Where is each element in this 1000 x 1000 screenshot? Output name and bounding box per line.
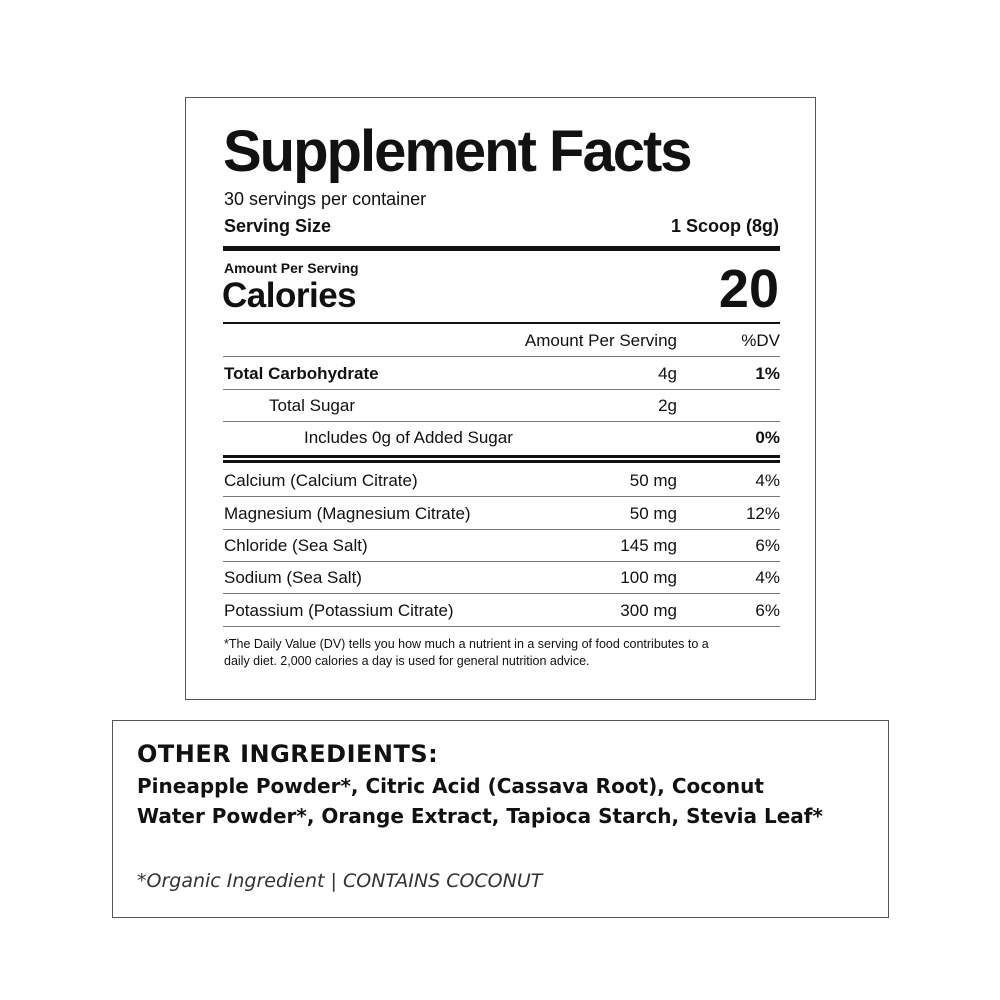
footnote: *The Daily Value (DV) tells you how much… — [224, 636, 709, 670]
nutrient-amount: 100 mg — [620, 568, 677, 587]
nutrient-dv: 1% — [755, 364, 780, 383]
nutrient-row: Total Carbohydrate 4g 1% — [223, 358, 780, 390]
nutrient-dv: 0% — [755, 428, 780, 447]
column-dv: %DV — [741, 331, 780, 350]
servings-per-container: 30 servings per container — [224, 189, 427, 209]
divider — [223, 496, 780, 497]
nutrient-amount: 4g — [658, 364, 677, 383]
nutrient-amount: 145 mg — [620, 536, 677, 555]
nutrient-row: Total Sugar 2g — [223, 390, 780, 422]
ingredients-line: Water Powder*, Orange Extract, Tapioca S… — [137, 804, 823, 828]
nutrient-dv: 6% — [755, 536, 780, 555]
calories-value: 20 — [718, 259, 779, 319]
nutrient-dv: 4% — [755, 568, 780, 587]
divider — [223, 626, 780, 627]
divider — [223, 421, 780, 422]
divider — [223, 389, 780, 390]
divider-double — [223, 455, 780, 458]
ingredients-heading: OTHER INGREDIENTS: — [137, 740, 439, 768]
organic-note: *Organic Ingredient | CONTAINS COCONUT — [137, 870, 543, 892]
divider — [223, 561, 780, 562]
nutrient-row: Includes 0g of Added Sugar 0% — [223, 422, 780, 454]
nutrient-name: Sodium (Sea Salt) — [224, 568, 362, 587]
nutrient-dv: 12% — [745, 504, 780, 523]
panel-title: Supplement Facts — [223, 119, 693, 184]
footnote-line: *The Daily Value (DV) tells you how much… — [224, 637, 709, 651]
divider — [223, 593, 780, 594]
nutrient-amount: 300 mg — [620, 601, 677, 620]
amount-per-serving-label: Amount Per Serving — [224, 260, 359, 276]
nutrient-name: Chloride (Sea Salt) — [224, 536, 368, 555]
column-header-row: Amount Per Serving %DV — [223, 325, 780, 357]
nutrient-name: Calcium (Calcium Citrate) — [224, 471, 418, 490]
serving-size-value: 1 Scoop (8g) — [670, 216, 779, 236]
nutrient-name: Potassium (Potassium Citrate) — [224, 601, 454, 620]
nutrient-row: Potassium (Potassium Citrate) 300 mg 6% — [223, 595, 780, 627]
nutrient-name: Total Carbohydrate — [224, 364, 379, 383]
nutrient-name: Magnesium (Magnesium Citrate) — [224, 504, 471, 523]
nutrient-amount: 50 mg — [629, 471, 677, 490]
footnote-line: daily diet. 2,000 calories a day is used… — [224, 654, 590, 668]
ingredients-line: Pineapple Powder*, Citric Acid (Cassava … — [137, 774, 764, 798]
nutrient-row: Sodium (Sea Salt) 100 mg 4% — [223, 562, 780, 594]
nutrient-dv: 6% — [755, 601, 780, 620]
nutrient-amount: 50 mg — [629, 504, 677, 523]
divider-thick — [223, 246, 780, 251]
nutrient-row: Magnesium (Magnesium Citrate) 50 mg 12% — [223, 498, 780, 530]
other-ingredients-panel — [112, 720, 889, 918]
nutrient-name: Includes 0g of Added Sugar — [304, 428, 513, 447]
nutrient-row: Calcium (Calcium Citrate) 50 mg 4% — [223, 465, 780, 497]
divider — [223, 529, 780, 530]
supplement-facts-panel — [185, 97, 816, 700]
divider-double — [223, 460, 780, 463]
serving-size-label: Serving Size — [224, 216, 332, 236]
nutrient-name: Total Sugar — [269, 396, 355, 415]
nutrient-amount: 2g — [658, 396, 677, 415]
nutrient-row: Chloride (Sea Salt) 145 mg 6% — [223, 530, 780, 562]
calories-label: Calories — [222, 276, 357, 315]
column-amount: Amount Per Serving — [524, 331, 677, 350]
divider — [223, 322, 780, 324]
divider — [223, 356, 780, 357]
nutrient-dv: 4% — [755, 471, 780, 490]
